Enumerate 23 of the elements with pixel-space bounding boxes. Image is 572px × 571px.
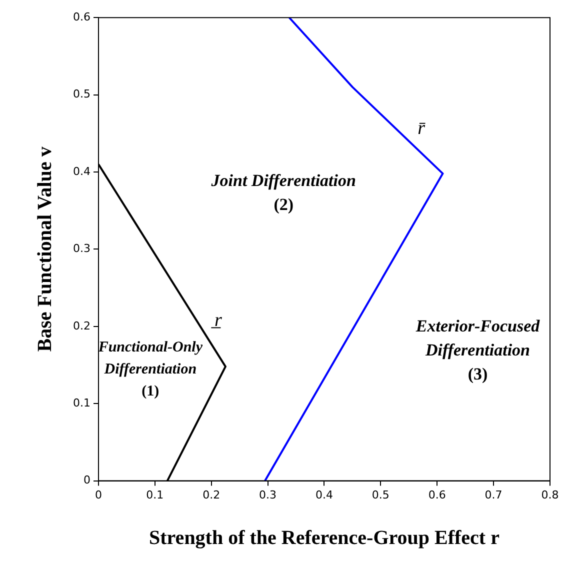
annotation: Joint Differentiation (2) xyxy=(210,171,356,214)
y-tick-label: 0.5 xyxy=(72,88,90,101)
y-tick-label: 0.6 xyxy=(72,10,90,24)
y-tick-label: 0 xyxy=(83,474,90,487)
annotation: r̲ xyxy=(210,310,222,331)
y-axis-title: Base Functional Value v xyxy=(34,146,56,352)
annotation: Exterior-Focused Differentiation (3) xyxy=(414,316,540,384)
annotation: r̄ xyxy=(418,118,426,139)
x-tick-label: 0.7 xyxy=(484,488,502,502)
x-tick-label: 0.8 xyxy=(541,488,559,502)
annotation: Functional-Only Differentiation (1) xyxy=(97,340,203,400)
y-tick-label: 0.4 xyxy=(72,164,90,178)
x-tick-label: 0.5 xyxy=(372,488,390,502)
y-tick-label: 0.3 xyxy=(72,242,90,256)
y-tick-label: 0.1 xyxy=(72,396,90,410)
x-axis-title: Strength of the Reference-Group Effect r xyxy=(149,527,500,550)
x-tick-label: 0.4 xyxy=(315,488,333,502)
y-tick-label: 0.2 xyxy=(72,319,90,332)
x-tick-label: 0.3 xyxy=(259,488,277,502)
x-tick-label: 0.1 xyxy=(146,488,164,502)
x-tick-label: 0.6 xyxy=(428,488,446,502)
x-tick-label: 0.2 xyxy=(202,488,220,502)
x-tick-label: 0 xyxy=(94,488,102,502)
